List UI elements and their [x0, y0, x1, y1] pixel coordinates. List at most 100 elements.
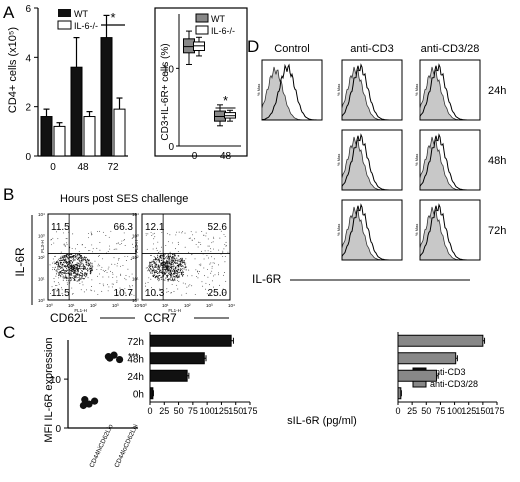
a1-x-tick-label: 48 — [77, 162, 89, 173]
b-event-dot — [97, 265, 99, 267]
b-event-dot — [171, 266, 173, 268]
b-event-dot — [63, 244, 65, 246]
b-event-dot — [163, 258, 165, 260]
b-event-dot — [56, 261, 58, 263]
e-bar — [397, 369, 437, 382]
b-event-dot — [159, 264, 161, 266]
b-title: Hours post SES challenge — [60, 193, 188, 205]
b-event-dot — [127, 256, 129, 257]
d-il6r-histogram — [261, 63, 322, 121]
b-event-dot — [225, 280, 227, 282]
b-event-dot — [125, 279, 127, 281]
b-event-dot — [64, 244, 66, 246]
b-event-dot — [84, 256, 86, 258]
b-event-dot — [99, 265, 101, 267]
b-event-dot — [210, 272, 212, 274]
b-fl-x-label: FL1-H — [74, 308, 87, 313]
b-event-dot — [128, 276, 130, 278]
b-event-dot — [158, 261, 160, 263]
b-event-dot — [178, 272, 180, 274]
b-event-dot — [60, 256, 61, 258]
b-event-dot — [51, 239, 53, 240]
e-x-tick-label: 50 — [421, 406, 431, 416]
b-event-dot — [78, 263, 80, 265]
b-event-dot — [176, 231, 178, 233]
b-event-dot — [75, 263, 78, 266]
b-event-dot — [222, 252, 224, 254]
b-event-dot — [177, 259, 179, 261]
b-event-dot — [195, 269, 197, 271]
b-event-dot — [86, 268, 88, 270]
b-event-dot — [164, 263, 166, 265]
b-event-dot — [71, 268, 73, 270]
b-event-dot — [87, 260, 89, 262]
b-event-dot — [176, 277, 178, 279]
b-event-dot — [164, 257, 167, 259]
b-event-dot — [213, 237, 215, 239]
b-event-dot — [170, 255, 172, 258]
b-event-dot — [191, 275, 193, 277]
a1-legend-ko: IL-6-/- — [74, 21, 98, 31]
b-event-dot — [213, 248, 215, 250]
b-event-dot — [55, 231, 57, 233]
b-event-dot — [78, 259, 80, 261]
b-event-dot — [124, 288, 126, 290]
b-event-dot — [120, 273, 122, 275]
e-legend-cd328: anti-CD3/28 — [430, 379, 478, 389]
b-event-dot — [207, 238, 209, 240]
b-event-dot — [83, 257, 85, 259]
b-event-dot — [125, 292, 127, 294]
b-event-dot — [121, 240, 123, 242]
b-event-dot — [70, 262, 72, 264]
a2-legend-ko: IL-6-/- — [211, 26, 235, 36]
b-event-dot — [182, 231, 184, 233]
b-event-dot — [123, 239, 125, 241]
d-il6r-histogram — [341, 63, 402, 121]
b-event-dot — [179, 261, 181, 263]
b-event-dot — [80, 263, 82, 265]
a1-legend-ko-swatch — [57, 20, 72, 30]
b-event-dot — [108, 266, 110, 268]
b-event-dot — [91, 234, 93, 236]
b-event-dot — [154, 262, 156, 264]
b-event-dot — [210, 248, 212, 250]
b-event-dot — [110, 230, 112, 232]
b-event-dot — [120, 265, 122, 267]
b-event-dot — [76, 269, 78, 271]
b-event-dot — [211, 256, 213, 258]
e-x-tick-label: 125 — [461, 406, 476, 416]
b-event-dot — [176, 284, 178, 286]
b-event-dot — [197, 246, 199, 248]
b-event-dot — [74, 275, 76, 277]
b-event-dot — [58, 265, 60, 267]
b-event-dot — [112, 273, 114, 275]
d-il6r-histogram — [419, 203, 480, 261]
b-x-tick-label: 10² — [90, 303, 97, 308]
b-event-dot — [84, 272, 86, 274]
b-x-tick-label: 10⁰ — [140, 303, 147, 308]
b-event-dot — [61, 264, 63, 266]
b-event-dot — [209, 284, 211, 286]
b-event-dot — [152, 266, 154, 268]
b-event-dot — [92, 248, 94, 250]
b-event-dot — [53, 281, 55, 283]
b-event-dot — [116, 280, 118, 282]
b-event-dot — [196, 276, 198, 277]
b-event-dot — [212, 262, 214, 264]
b-event-dot — [114, 248, 116, 250]
b-event-dot — [87, 259, 89, 261]
e-x-tick-label: 75 — [435, 406, 445, 416]
b-event-dot — [63, 259, 65, 261]
b-event-dot — [178, 231, 180, 233]
b-quadrant-lower-right-value: 10.7 — [114, 288, 134, 299]
b-xlabel: CD62L — [50, 311, 88, 325]
b-event-dot — [200, 250, 202, 252]
b-event-dot — [178, 281, 180, 282]
b-event-dot — [206, 255, 208, 257]
b-event-dot — [170, 265, 172, 267]
b-event-dot — [163, 254, 165, 256]
b-event-dot — [161, 269, 163, 271]
b-event-dot — [145, 234, 147, 236]
b-event-dot — [85, 261, 87, 264]
b-event-dot — [161, 267, 163, 269]
